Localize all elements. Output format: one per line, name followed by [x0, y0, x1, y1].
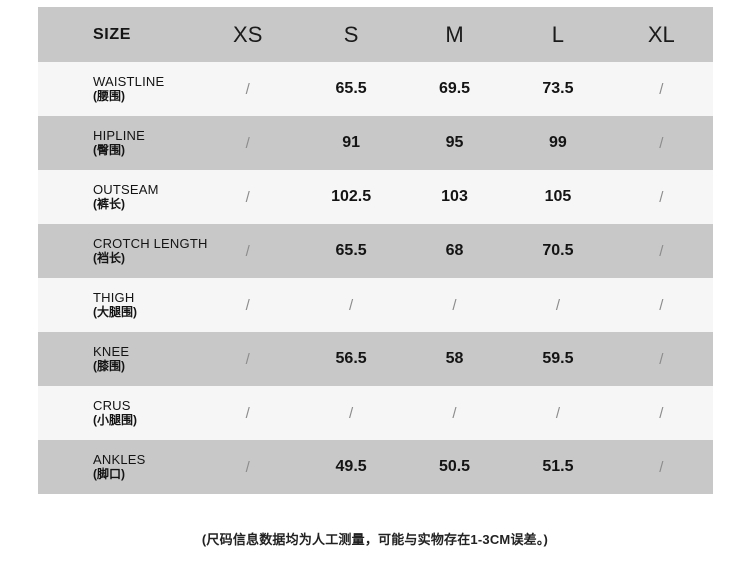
table-row-hipline: HIPLINE (臀围) / 91 95 99 / — [38, 116, 713, 170]
row-label-en: CRUS — [93, 398, 131, 413]
cell-value: / — [245, 404, 250, 422]
cell-value: / — [245, 134, 250, 152]
cell-value: / — [659, 188, 664, 206]
cell-value: 51.5 — [542, 458, 574, 475]
row-label-zh: (臀围) — [93, 143, 125, 157]
row-label-hipline: HIPLINE (臀围) — [38, 128, 196, 158]
row-label-zh: (膝围) — [93, 359, 125, 373]
cell-value: / — [245, 296, 250, 314]
cell-value: 103 — [441, 188, 468, 205]
header-cell-size: SIZE — [38, 26, 196, 44]
cell-value: / — [659, 296, 664, 314]
cell-value: / — [659, 350, 664, 368]
cell-value: 59.5 — [542, 350, 574, 367]
row-label-thigh: THIGH (大腿围) — [38, 290, 196, 320]
measurement-disclaimer: (尺码信息数据均为人工测量，可能与实物存在1-3CM误差。) — [201, 532, 549, 547]
cell-value: / — [245, 458, 250, 476]
row-label-waistline: WAISTLINE (腰围) — [38, 74, 196, 104]
table-row-thigh: THIGH (大腿围) / / / / / — [38, 278, 713, 332]
cell-value: / — [349, 404, 354, 422]
size-title: SIZE — [93, 25, 131, 43]
row-label-en: KNEE — [93, 344, 130, 359]
row-label-en: HIPLINE — [93, 128, 145, 143]
row-label-en: OUTSEAM — [93, 182, 159, 197]
cell-value: 95 — [445, 134, 464, 151]
row-label-zh: (小腿围) — [93, 413, 137, 427]
cell-value: / — [245, 188, 250, 206]
table-row-waistline: WAISTLINE (腰围) / 65.5 69.5 73.5 / — [38, 62, 713, 116]
header-cell-xs: XS — [233, 21, 263, 47]
row-label-crus: CRUS (小腿围) — [38, 398, 196, 428]
cell-value: / — [659, 242, 664, 260]
row-label-en: THIGH — [93, 290, 135, 305]
row-label-ankles: ANKLES (脚口) — [38, 452, 196, 482]
row-label-crotch-length: CROTCH LENGTH (裆长) — [38, 236, 208, 266]
table-row-crus: CRUS (小腿围) / / / / / — [38, 386, 713, 440]
table-row-outseam: OUTSEAM (裤长) / 102.5 103 105 / — [38, 170, 713, 224]
cell-value: / — [245, 350, 250, 368]
cell-value: / — [659, 458, 664, 476]
table-header-row: SIZE XS S M L XL — [38, 7, 713, 62]
table-row-knee: KNEE (膝围) / 56.5 58 59.5 / — [38, 332, 713, 386]
row-label-zh: (脚口) — [93, 467, 125, 481]
header-cell-s: S — [343, 21, 359, 47]
cell-value: 102.5 — [331, 188, 372, 205]
row-label-en: WAISTLINE — [93, 74, 165, 89]
cell-value: / — [555, 296, 560, 314]
header-cell-m: M — [445, 21, 464, 47]
cell-value: / — [659, 404, 664, 422]
cell-value: / — [349, 296, 354, 314]
row-label-knee: KNEE (膝围) — [38, 344, 196, 374]
row-label-zh: (裤长) — [93, 197, 125, 211]
row-label-zh: (腰围) — [93, 89, 125, 103]
cell-value: 69.5 — [438, 80, 471, 97]
cell-value: / — [452, 404, 457, 422]
cell-value: / — [659, 80, 664, 98]
cell-value: 56.5 — [335, 350, 367, 367]
cell-value: 49.5 — [335, 458, 367, 475]
row-label-en: CROTCH LENGTH — [93, 236, 208, 251]
cell-value: 105 — [544, 188, 572, 205]
cell-value: 68 — [445, 242, 464, 259]
table-row-ankles: ANKLES (脚口) / 49.5 50.5 51.5 / — [38, 440, 713, 494]
cell-value: 73.5 — [542, 80, 574, 97]
cell-value: / — [659, 134, 664, 152]
table-row-crotch-length: CROTCH LENGTH (裆长) / 65.5 68 70.5 / — [38, 224, 713, 278]
row-label-zh: (大腿围) — [93, 305, 137, 319]
cell-value: 65.5 — [335, 80, 367, 97]
cell-value: 99 — [549, 134, 567, 151]
cell-value: 58 — [445, 350, 464, 367]
cell-value: 50.5 — [438, 458, 471, 475]
cell-value: / — [555, 404, 560, 422]
header-cell-l: L — [551, 21, 565, 47]
cell-value: / — [245, 242, 250, 260]
row-label-outseam: OUTSEAM (裤长) — [38, 182, 196, 212]
cell-value: / — [245, 80, 250, 98]
cell-value: 91 — [342, 134, 360, 151]
row-label-zh: (裆长) — [93, 251, 125, 265]
cell-value: / — [452, 296, 457, 314]
header-cell-xl: XL — [647, 21, 675, 47]
cell-value: 70.5 — [542, 242, 574, 259]
cell-value: 65.5 — [335, 242, 367, 259]
size-chart-table: SIZE XS S M L XL WAISTLINE (腰围) / 65.5 6… — [38, 7, 713, 494]
row-label-en: ANKLES — [93, 452, 146, 467]
